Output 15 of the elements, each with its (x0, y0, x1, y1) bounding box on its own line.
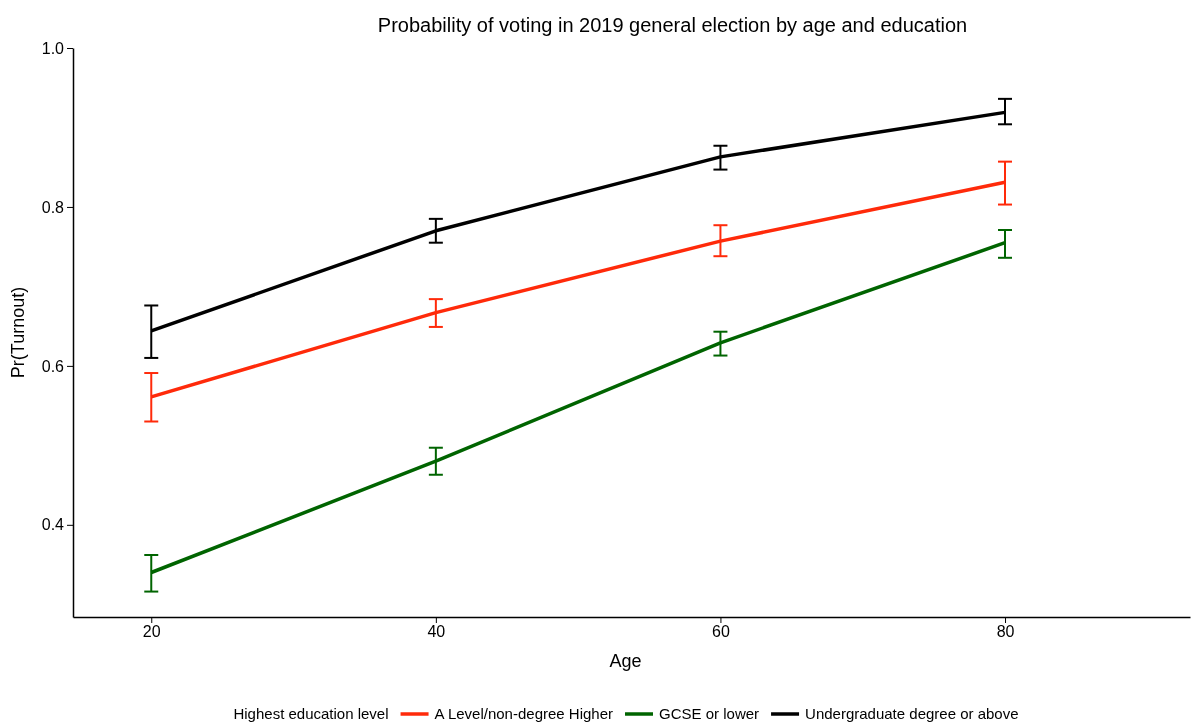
y-tick-label: 1.0 (41, 39, 65, 57)
y-tick-label: 0.4 (41, 516, 65, 534)
y-tick-label: 0.6 (41, 357, 65, 375)
legend-label: GCSE or lower (659, 705, 760, 722)
x-axis-title: Age (609, 651, 642, 671)
legend-title: Highest education level (233, 705, 389, 722)
y-axis-title: Pr(Turnout) (8, 286, 28, 379)
x-tick-label: 60 (712, 623, 730, 641)
y-tick-label: 0.8 (41, 198, 65, 216)
chart-title: Probability of voting in 2019 general election by age and education (377, 14, 968, 36)
x-tick-label: 40 (427, 623, 446, 641)
x-tick-label: 20 (142, 623, 161, 641)
legend-label: A Level/non-degree Higher (434, 705, 614, 722)
x-tick-label: 80 (996, 623, 1015, 641)
legend-label: Undergraduate degree or above (805, 705, 1019, 722)
